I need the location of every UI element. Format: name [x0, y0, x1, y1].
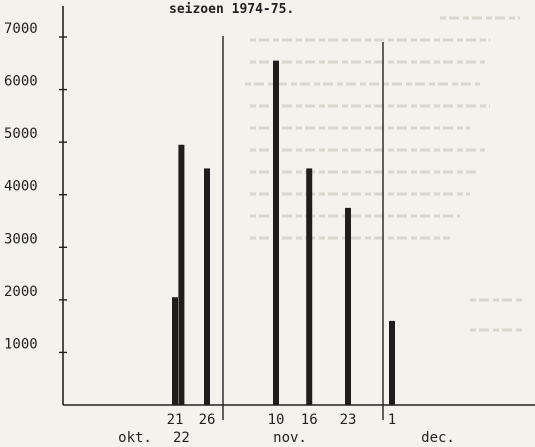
bar: [172, 297, 178, 405]
month-label: dec.: [421, 430, 455, 446]
background-bleed-through: [245, 16, 525, 332]
bar: [204, 168, 210, 405]
bar: [273, 60, 279, 406]
bar: [178, 144, 185, 405]
bar: [345, 207, 351, 405]
chart-title: seizoen 1974-75.: [169, 2, 294, 17]
y-tick-label: 3000: [4, 231, 38, 247]
y-tick-label: 1000: [4, 336, 38, 352]
bar: [389, 320, 395, 405]
y-tick-label: 2000: [4, 284, 38, 300]
x-tick-label: 26: [199, 412, 216, 428]
x-tick-label: 1: [388, 412, 396, 428]
x-tick-label: 22: [173, 430, 190, 446]
x-tick-label: 10: [268, 412, 285, 428]
x-tick-label: 23: [340, 412, 357, 428]
y-tick-label: 7000: [4, 21, 38, 37]
y-tick-label: 5000: [4, 126, 38, 142]
x-tick-label: 21: [167, 412, 184, 428]
bar: [306, 168, 313, 405]
month-label: okt.: [118, 430, 152, 446]
y-tick-label: 4000: [4, 179, 38, 195]
month-label: nov.: [273, 430, 307, 446]
x-tick-label: 16: [301, 412, 318, 428]
y-tick-label: 6000: [4, 74, 38, 90]
